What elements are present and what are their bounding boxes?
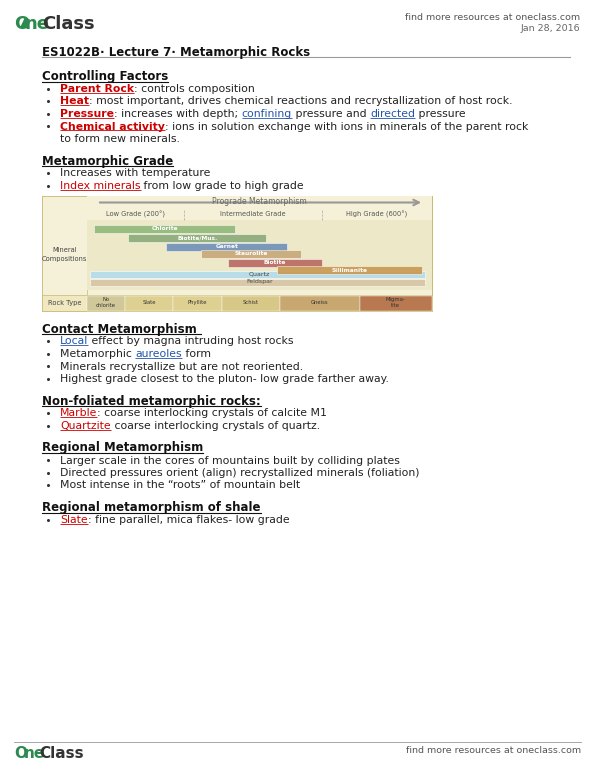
Text: Biotite/Mus.: Biotite/Mus. (177, 236, 218, 240)
Text: Rock Type: Rock Type (48, 300, 82, 306)
Text: coarse interlocking crystals of quartz.: coarse interlocking crystals of quartz. (111, 421, 320, 431)
Bar (87, 196, 432, 209)
Text: pressure and: pressure and (292, 109, 370, 119)
Bar (87, 219, 432, 290)
Bar (277, 266, 422, 274)
Bar (90, 279, 425, 286)
Text: Schist: Schist (243, 300, 259, 305)
Bar (167, 243, 287, 251)
Text: : coarse interlocking crystals of calcite M1: : coarse interlocking crystals of calcit… (98, 409, 327, 419)
Bar (359, 296, 432, 310)
Text: Staurolite: Staurolite (234, 252, 268, 256)
Text: Parent Rock: Parent Rock (60, 84, 134, 94)
Text: : fine parallel, mica flakes- low grade: : fine parallel, mica flakes- low grade (87, 515, 289, 525)
Text: form: form (182, 349, 211, 359)
Text: Pressure: Pressure (60, 109, 114, 119)
Bar (42, 294, 432, 310)
Text: O: O (14, 746, 27, 761)
Text: Regional Metamorphism: Regional Metamorphism (42, 441, 203, 454)
Text: Feldspar: Feldspar (246, 280, 273, 284)
Text: Controlling Factors: Controlling Factors (42, 70, 168, 83)
Text: pressure: pressure (415, 109, 466, 119)
Bar (42, 196, 87, 310)
Text: Garnet: Garnet (215, 244, 238, 249)
Text: Heat: Heat (60, 96, 89, 106)
Text: High Grade (600°): High Grade (600°) (346, 211, 408, 218)
Text: Most intense in the “roots” of mountain belt: Most intense in the “roots” of mountain … (60, 480, 300, 490)
Text: : controls composition: : controls composition (134, 84, 255, 94)
Text: Jan 28, 2016: Jan 28, 2016 (521, 24, 580, 33)
Text: find more resources at oneclass.com: find more resources at oneclass.com (406, 746, 581, 755)
Text: O: O (14, 15, 29, 33)
Text: from low grade to high grade: from low grade to high grade (140, 181, 304, 191)
Text: Slate: Slate (142, 300, 156, 305)
Text: ne: ne (24, 746, 45, 761)
Text: Regional metamorphism of shale: Regional metamorphism of shale (42, 501, 261, 514)
Text: Increases with temperature: Increases with temperature (60, 169, 211, 179)
Text: Index minerals: Index minerals (60, 181, 140, 191)
Text: Migma-
tite: Migma- tite (386, 297, 406, 308)
Bar (228, 259, 322, 267)
Text: Highest grade closest to the pluton- low grade farther away.: Highest grade closest to the pluton- low… (60, 374, 389, 384)
Text: : most important, drives chemical reactions and recrystallization of host rock.: : most important, drives chemical reacti… (89, 96, 512, 106)
Text: find more resources at oneclass.com: find more resources at oneclass.com (405, 13, 580, 22)
Bar (125, 296, 173, 310)
Text: Minerals recrystallize but are not reoriented.: Minerals recrystallize but are not reori… (60, 361, 303, 371)
Text: Non-foliated metamorphic rocks:: Non-foliated metamorphic rocks: (42, 394, 261, 407)
Bar (129, 233, 267, 242)
Text: Prograde Metamorphism: Prograde Metamorphism (212, 197, 307, 206)
Bar (201, 249, 301, 258)
Bar (87, 209, 432, 219)
Text: Biotite: Biotite (264, 260, 286, 266)
Text: Slate: Slate (60, 515, 87, 525)
Text: : ions in solution exchange with ions in minerals of the parent rock: : ions in solution exchange with ions in… (165, 122, 528, 132)
Text: Quartz: Quartz (249, 272, 270, 276)
Bar (280, 296, 359, 310)
Text: Class: Class (42, 15, 95, 33)
Bar (90, 270, 425, 277)
Text: confining: confining (242, 109, 292, 119)
Text: aureoles: aureoles (136, 349, 182, 359)
Text: Quartzite: Quartzite (60, 421, 111, 431)
Text: Larger scale in the cores of mountains built by colliding plates: Larger scale in the cores of mountains b… (60, 456, 400, 466)
Bar (221, 296, 280, 310)
Text: Class: Class (39, 746, 84, 761)
Bar (94, 225, 236, 233)
Text: No
chlorite: No chlorite (96, 297, 116, 308)
Text: effect by magna intruding host rocks: effect by magna intruding host rocks (88, 336, 294, 346)
Text: : increases with depth;: : increases with depth; (114, 109, 242, 119)
Text: Intermediate Grade: Intermediate Grade (220, 212, 286, 217)
Text: ▲: ▲ (20, 15, 30, 28)
Text: ne: ne (25, 15, 50, 33)
Text: directed: directed (370, 109, 415, 119)
Text: Chemical activity: Chemical activity (60, 122, 165, 132)
Text: Metamorphic: Metamorphic (60, 349, 136, 359)
Text: Local: Local (60, 336, 88, 346)
Text: Directed pressures orient (align) recrystallized minerals (foliation): Directed pressures orient (align) recrys… (60, 468, 419, 478)
Text: Metamorphic Grade: Metamorphic Grade (42, 155, 173, 168)
Text: Contact Metamorphism: Contact Metamorphism (42, 323, 201, 336)
Bar (87, 296, 125, 310)
Text: Mineral
Compositions: Mineral Compositions (42, 247, 87, 262)
Text: to form new minerals.: to form new minerals. (60, 134, 180, 144)
Text: Phyllite: Phyllite (187, 300, 207, 305)
Bar (173, 296, 221, 310)
Text: Gneiss: Gneiss (311, 300, 328, 305)
Text: Chlorite: Chlorite (151, 226, 178, 231)
Text: Sillimanite: Sillimanite (331, 268, 367, 273)
Text: Low Grade (200°): Low Grade (200°) (106, 211, 165, 218)
Text: Marble: Marble (60, 409, 98, 419)
Text: ES1022B· Lecture 7· Metamorphic Rocks: ES1022B· Lecture 7· Metamorphic Rocks (42, 46, 310, 59)
Bar (42, 196, 432, 310)
